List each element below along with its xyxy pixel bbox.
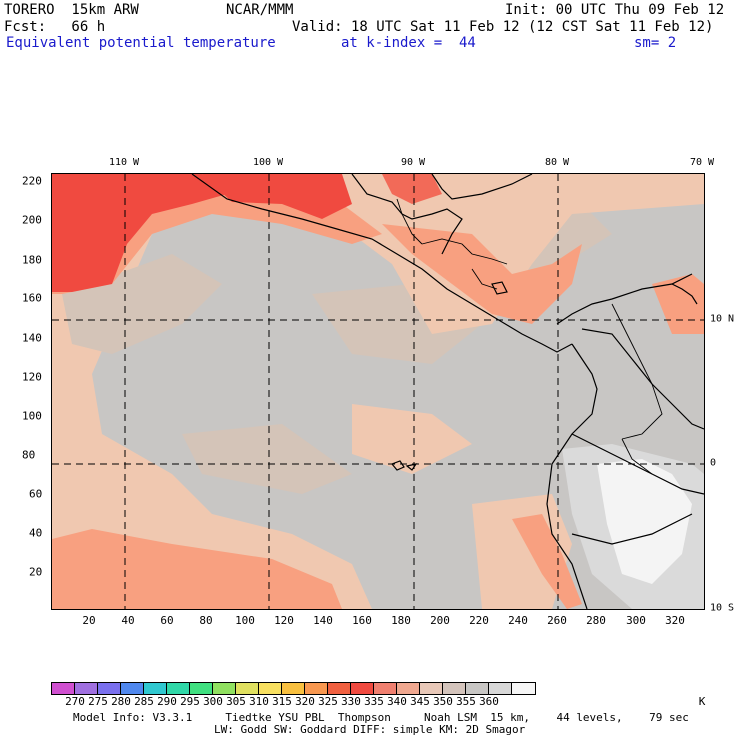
colorbar-swatch	[52, 683, 75, 694]
colorbar-tick-label: 330	[341, 695, 361, 708]
x-tick-label: 60	[160, 614, 174, 627]
colorbar-swatch	[190, 683, 213, 694]
colorbar-swatch	[121, 683, 144, 694]
lat-label-0: 0	[710, 457, 717, 469]
lat-label-10s: 10 S	[710, 602, 735, 614]
x-tick-label: 40	[121, 614, 135, 627]
y-tick-label: 80	[22, 448, 36, 462]
colorbar-tick-label: 295	[180, 695, 200, 708]
colorbar-swatch	[466, 683, 489, 694]
colorbar-tick-label: 350	[433, 695, 453, 708]
x-tick-label: 80	[199, 614, 213, 627]
colorbar-unit: K	[698, 695, 706, 708]
colorbar-tick-label: 305	[226, 695, 246, 708]
colorbar-tick-label: 355	[456, 695, 476, 708]
physics-info-line: LW: Godd SW: Goddard DIFF: simple KM: 2D…	[214, 723, 526, 736]
colorbar-tick-label: 300	[203, 695, 223, 708]
lon-label-80w: 80 W	[544, 157, 570, 168]
colorbar-tick-label: 280	[111, 695, 131, 708]
colorbar-tick-label: 285	[134, 695, 154, 708]
theta-e-field	[52, 174, 704, 609]
x-tick-label: 240	[508, 614, 528, 627]
x-tick-label: 180	[391, 614, 411, 627]
colorbar-tick-label: 275	[88, 695, 108, 708]
colorbar-swatch	[75, 683, 98, 694]
colorbar-tick-label: 310	[249, 695, 269, 708]
x-tick-label: 220	[469, 614, 489, 627]
colorbar-swatch	[236, 683, 259, 694]
organization-label: NCAR/MMM	[226, 2, 294, 18]
lon-label-110w: 110 W	[108, 157, 140, 168]
x-tick-label: 120	[274, 614, 294, 627]
colorbar-tick-label: 270	[65, 695, 85, 708]
colorbar-swatch	[351, 683, 374, 694]
colorbar	[51, 682, 536, 695]
y-tick-label: 220	[22, 174, 42, 188]
colorbar-tick-label: 345	[410, 695, 430, 708]
x-tick-label: 160	[352, 614, 372, 627]
y-tick-label: 120	[22, 370, 42, 384]
colorbar-tick-label: 340	[387, 695, 407, 708]
forecast-hour: Fcst: 66 h	[4, 19, 106, 35]
x-tick-label: 200	[430, 614, 450, 627]
colorbar-swatch	[213, 683, 236, 694]
colorbar-swatch	[512, 683, 535, 694]
colorbar-swatch	[282, 683, 305, 694]
colorbar-swatch	[374, 683, 397, 694]
colorbar-tick-label: 360	[479, 695, 499, 708]
x-tick-label: 260	[547, 614, 567, 627]
x-tick-label: 320	[665, 614, 685, 627]
colorbar-swatch	[397, 683, 420, 694]
x-tick-label: 140	[313, 614, 333, 627]
y-tick-label: 40	[29, 526, 43, 540]
colorbar-swatch	[328, 683, 351, 694]
smoothing-label: sm= 2	[634, 35, 677, 51]
colorbar-swatch	[443, 683, 466, 694]
y-tick-label: 60	[29, 487, 43, 501]
colorbar-swatch	[167, 683, 190, 694]
x-tick-label: 280	[586, 614, 606, 627]
lon-label-90w: 90 W	[400, 157, 426, 168]
colorbar-swatch	[144, 683, 167, 694]
lat-label-10n: 10 N	[710, 313, 735, 325]
level-index: at k-index = 44	[341, 35, 476, 51]
colorbar-swatch	[305, 683, 328, 694]
colorbar-tick-label: 335	[364, 695, 384, 708]
colorbar-tick-label: 290	[157, 695, 177, 708]
colorbar-swatch	[259, 683, 282, 694]
init-time: Init: 00 UTC Thu 09 Feb 12	[505, 2, 725, 18]
colorbar-tick-label: 325	[318, 695, 338, 708]
lon-label-70w: 70 W	[689, 157, 715, 168]
y-tick-label: 20	[29, 565, 43, 579]
lon-label-100w: 100 W	[252, 157, 284, 168]
colorbar-swatch	[420, 683, 443, 694]
colorbar-tick-label: 315	[272, 695, 292, 708]
valid-time: Valid: 18 UTC Sat 11 Feb 12 (12 CST Sat …	[292, 19, 714, 35]
y-tick-label: 180	[22, 253, 42, 267]
model-info-line: Model Info: V3.3.1 Tiedtke YSU PBL Thomp…	[73, 711, 689, 724]
y-tick-label: 160	[22, 291, 42, 305]
colorbar-swatch	[98, 683, 121, 694]
y-tick-label: 100	[22, 409, 42, 423]
x-tick-label: 100	[235, 614, 255, 627]
x-tick-label: 20	[82, 614, 96, 627]
x-tick-label: 300	[626, 614, 646, 627]
y-tick-label: 200	[22, 213, 42, 227]
graticule	[52, 174, 704, 609]
model-title: TORERO 15km ARW	[4, 2, 139, 18]
field-name: Equivalent potential temperature	[6, 35, 276, 51]
y-tick-label: 140	[22, 331, 42, 345]
colorbar-tick-label: 320	[295, 695, 315, 708]
coastline-icon	[191, 174, 704, 609]
map-panel	[51, 173, 705, 610]
colorbar-swatch	[489, 683, 512, 694]
